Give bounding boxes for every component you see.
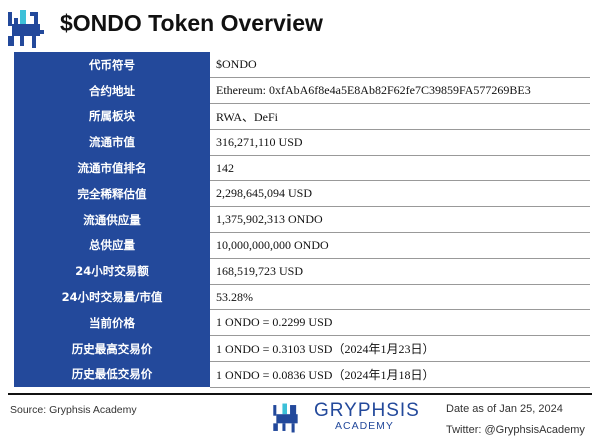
row-label: 合约地址 (14, 77, 210, 104)
table-row: 总供应量 10,000,000,000 ONDO (14, 232, 590, 259)
row-value: 1 ONDO = 0.3103 USD（2024年1月23日） (210, 335, 590, 363)
table-row: 历史最高交易价 1 ONDO = 0.3103 USD（2024年1月23日） (14, 335, 590, 363)
token-table: 代币符号 $ONDO 合约地址 Ethereum: 0xfAbA6f8e4a5E8Ab… (14, 52, 590, 388)
table-row: 合约地址 Ethereum: 0xfAbA6f8e4a5E8Ab82F62fe7C… (14, 77, 590, 105)
row-value: $ONDO (210, 52, 590, 79)
row-label: 当前价格 (14, 309, 210, 336)
row-value: 1,375,902,313 ONDO (210, 206, 590, 234)
row-value: RWA、DeFi (210, 103, 590, 130)
divider (8, 393, 592, 395)
table-row: 24小时交易量/市值 53.28% (14, 284, 590, 311)
twitter-handle: Twitter: @GryphsisAcademy (446, 424, 585, 436)
date-text: Date as of Jan 25, 2024 (446, 403, 563, 415)
row-label: 代币符号 (14, 52, 210, 78)
row-label: 完全稀释估值 (14, 180, 210, 207)
row-label: 24小时交易量/市值 (14, 284, 210, 310)
row-value: 1 ONDO = 0.0836 USD（2024年1月18日） (210, 361, 590, 388)
gryphsis-footer-logo-icon (273, 403, 298, 433)
source-text: Source: Gryphsis Academy (10, 404, 137, 416)
table-row: 所属板块 RWA、DeFi (14, 103, 590, 130)
table-row: 流通供应量 1,375,902,313 ONDO (14, 206, 590, 234)
brand-subtitle: ACADEMY (335, 420, 394, 432)
row-label: 流通市值排名 (14, 155, 210, 181)
gryphsis-logo-icon (8, 10, 44, 48)
row-value: 53.28% (210, 284, 590, 311)
table-row: 流通市值 316,271,110 USD (14, 129, 590, 156)
table-row: 完全稀释估值 2,298,645,094 USD (14, 180, 590, 208)
row-value: 2,298,645,094 USD (210, 180, 590, 208)
brand-name: GRYPHSIS (314, 400, 420, 421)
row-label: 历史最高交易价 (14, 335, 210, 362)
row-label: 流通市值 (14, 129, 210, 156)
row-label: 流通供应量 (14, 206, 210, 233)
row-label: 所属板块 (14, 103, 210, 130)
row-value: Ethereum: 0xfAbA6f8e4a5E8Ab82F62fe7C3985… (210, 77, 590, 105)
row-value: 316,271,110 USD (210, 129, 590, 156)
row-value: 142 (210, 155, 590, 182)
row-value: 1 ONDO = 0.2299 USD (210, 309, 590, 337)
table-row: 历史最低交易价 1 ONDO = 0.0836 USD（2024年1月18日） (14, 361, 590, 388)
row-value: 168,519,723 USD (210, 258, 590, 285)
table-row: 代币符号 $ONDO (14, 52, 590, 79)
row-label: 24小时交易额 (14, 258, 210, 285)
row-value: 10,000,000,000 ONDO (210, 232, 590, 259)
row-label: 总供应量 (14, 232, 210, 259)
table-row: 流通市值排名 142 (14, 155, 590, 182)
row-label: 历史最低交易价 (14, 361, 210, 388)
page-title: $ONDO Token Overview (60, 10, 323, 36)
table-row: 当前价格 1 ONDO = 0.2299 USD (14, 309, 590, 337)
table-row: 24小时交易额 168,519,723 USD (14, 258, 590, 285)
